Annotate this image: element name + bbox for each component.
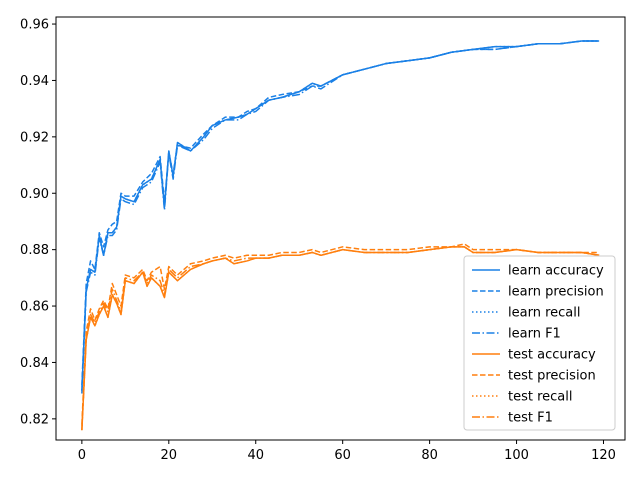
y-tick-label: 0.88 bbox=[20, 243, 49, 258]
series-line-learn-precision bbox=[81, 40, 600, 386]
x-tick-label: 0 bbox=[78, 448, 86, 463]
x-tick-label: 40 bbox=[247, 448, 264, 463]
legend-label: test recall bbox=[508, 390, 573, 405]
y-tick-label: 0.84 bbox=[20, 356, 49, 371]
y-tick-label: 0.90 bbox=[20, 187, 49, 202]
legend-label: learn F1 bbox=[508, 327, 561, 342]
series-line-learn-f1 bbox=[81, 40, 600, 394]
y-axis: 0.82 0.84 0.86 0.88 0.90 0.92 0.94 0.96 bbox=[20, 18, 56, 427]
legend-label: learn precision bbox=[508, 285, 604, 300]
legend-label: test precision bbox=[508, 369, 596, 384]
x-axis: 0 20 40 60 80 100 120 bbox=[78, 440, 616, 463]
legend-label: learn accuracy bbox=[508, 264, 604, 279]
series-line-test-precision bbox=[81, 243, 600, 425]
legend-label: test F1 bbox=[508, 411, 553, 426]
legend-box bbox=[463, 255, 616, 431]
x-tick-label: 120 bbox=[591, 448, 616, 463]
x-tick-label: 80 bbox=[421, 448, 438, 463]
y-tick-label: 0.92 bbox=[20, 130, 49, 145]
y-tick-label: 0.94 bbox=[20, 74, 49, 89]
y-tick-label: 0.86 bbox=[20, 300, 49, 315]
series-layer bbox=[81, 40, 600, 431]
x-tick-label: 100 bbox=[504, 448, 529, 463]
axes-frame bbox=[55, 16, 626, 441]
y-tick-label: 0.82 bbox=[20, 412, 49, 427]
x-tick-label: 20 bbox=[161, 448, 178, 463]
x-tick-label: 60 bbox=[334, 448, 351, 463]
series-line-test-f1 bbox=[81, 246, 600, 431]
y-tick-label: 0.96 bbox=[20, 18, 49, 33]
legend-label: test accuracy bbox=[508, 348, 596, 363]
legend-label: learn recall bbox=[508, 306, 580, 321]
series-line-learn-recall bbox=[81, 40, 600, 391]
legend: learn accuracy learn precision learn recal… bbox=[463, 255, 616, 431]
